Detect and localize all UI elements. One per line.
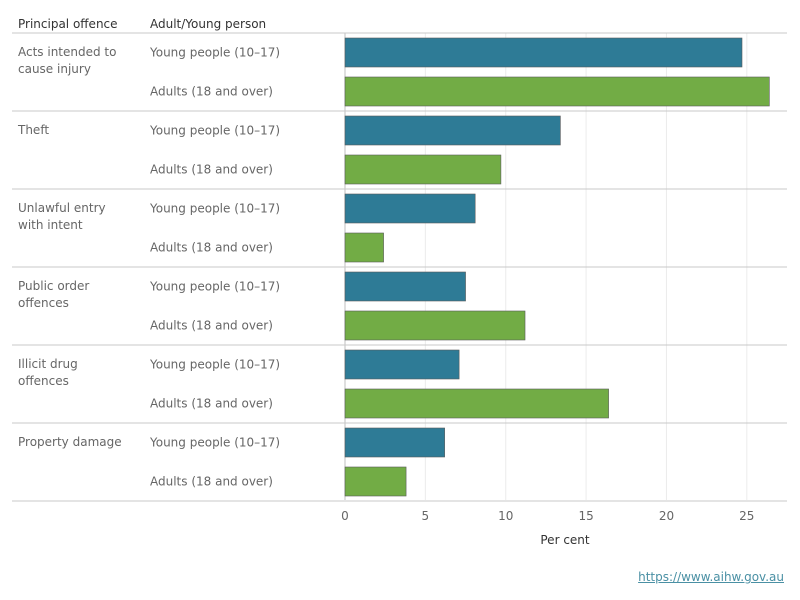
- bar[interactable]: [344, 193, 476, 224]
- column-header-principal-offence: Principal offence: [18, 17, 118, 31]
- series-label: Adults (18 and over): [150, 241, 273, 255]
- x-tick-label: 15: [578, 509, 593, 523]
- bar[interactable]: [344, 115, 561, 146]
- bar[interactable]: [344, 154, 502, 185]
- x-tick-label: 25: [739, 509, 754, 523]
- bar[interactable]: [344, 427, 445, 458]
- bar[interactable]: [344, 76, 770, 107]
- x-axis-title: Per cent: [540, 533, 590, 547]
- bar[interactable]: [344, 232, 384, 263]
- x-tick-label: 0: [341, 509, 349, 523]
- series-label: Adults (18 and over): [150, 319, 273, 333]
- series-label: Adults (18 and over): [150, 163, 273, 177]
- category-label: Property damage: [18, 435, 122, 449]
- bar[interactable]: [344, 37, 743, 68]
- bar[interactable]: [344, 310, 526, 341]
- x-tick-label: 5: [422, 509, 430, 523]
- category-label: Public order offences: [18, 279, 89, 310]
- series-label: Adults (18 and over): [150, 475, 273, 489]
- series-label: Adults (18 and over): [150, 85, 273, 99]
- series-label: Young people (10–17): [149, 280, 280, 294]
- series-label: Young people (10–17): [149, 436, 280, 450]
- series-label: Young people (10–17): [149, 46, 280, 60]
- series-label: Young people (10–17): [149, 202, 280, 216]
- category-label: Acts intended to cause injury: [18, 45, 116, 76]
- source-link[interactable]: https://www.aihw.gov.au: [638, 570, 784, 584]
- column-header-adult-young-person: Adult/Young person: [150, 17, 266, 31]
- series-label: Young people (10–17): [149, 124, 280, 138]
- bar[interactable]: [344, 271, 466, 302]
- bar[interactable]: [344, 349, 460, 380]
- category-label: Illicit drug offences: [18, 357, 78, 388]
- series-label: Adults (18 and over): [150, 397, 273, 411]
- bar[interactable]: [344, 466, 407, 497]
- x-tick-label: 20: [659, 509, 674, 523]
- category-label: Theft: [17, 123, 49, 137]
- x-tick-label: 10: [498, 509, 513, 523]
- bar[interactable]: [344, 388, 609, 419]
- category-label: Unlawful entry with intent: [18, 201, 106, 232]
- series-label: Young people (10–17): [149, 358, 280, 372]
